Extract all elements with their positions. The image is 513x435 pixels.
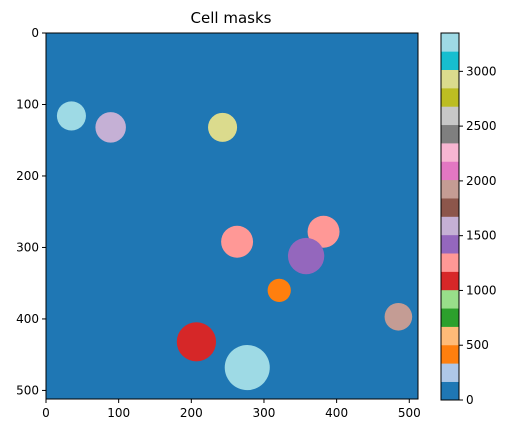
colorbar-segment: [441, 106, 459, 126]
colorbar-segment: [441, 326, 459, 346]
colorbar-tick-label: 3000: [466, 64, 497, 78]
colorbar-segment: [441, 381, 459, 401]
y-tick-label: 200: [16, 169, 39, 183]
y-tick-label: 0: [31, 26, 39, 40]
y-tick-label: 500: [16, 383, 39, 397]
chart-title: Cell masks: [191, 9, 272, 27]
y-tick-label: 100: [16, 97, 39, 111]
x-axis: 0 100 200 300 400 500: [42, 399, 421, 420]
colorbar-segment: [441, 344, 459, 364]
colorbar-segment: [441, 143, 459, 162]
colorbar-segment: [441, 198, 459, 217]
y-tick-label: 400: [16, 312, 39, 326]
cell-masks: [56, 101, 413, 391]
y-tick-label: 300: [16, 240, 39, 254]
colorbar-tick-label: 0: [466, 393, 474, 407]
colorbar-segment: [441, 253, 459, 272]
cell-mask-2: [95, 112, 126, 143]
x-tick-label: 400: [325, 406, 348, 420]
colorbar-tick-label: 1000: [466, 283, 497, 297]
x-tick-label: 500: [398, 406, 421, 420]
colorbar-segment: [441, 124, 459, 144]
colorbar-frame: [440, 32, 460, 401]
colorbar-segment: [441, 234, 459, 254]
x-tick-label: 100: [107, 406, 130, 420]
cell-mask-4: [221, 225, 254, 258]
colorbar-tick-label: 500: [466, 338, 489, 352]
cell-mask-7: [267, 278, 291, 302]
plot-frame: [45, 32, 419, 400]
cell-mask-3: [208, 112, 238, 142]
plot-area: [45, 32, 419, 400]
cell-mask-10: [224, 345, 270, 391]
cell-mask-8: [384, 302, 413, 331]
colorbar-segment: [441, 51, 459, 70]
colorbar-segment: [441, 363, 459, 382]
x-tick-label: 0: [42, 406, 50, 420]
colorbar-segment: [441, 161, 459, 181]
colorbar: 0 500 1000 1500 2000 2500 3000: [440, 32, 497, 407]
colorbar-tick-label: 2500: [466, 119, 497, 133]
x-tick-label: 300: [253, 406, 276, 420]
colorbar-segment: [441, 33, 459, 52]
colorbar-segment: [441, 289, 459, 309]
y-axis: 0 100 200 300 400 500: [16, 26, 46, 397]
colorbar-tick-label: 2000: [466, 174, 497, 188]
colorbar-segment: [441, 271, 459, 291]
cell-mask-5: [307, 215, 340, 248]
cell-mask-6: [287, 237, 325, 275]
cell-mask-1: [56, 101, 86, 131]
colorbar-segment: [441, 308, 459, 327]
colorbar-segment: [441, 88, 459, 107]
colorbar-segment: [441, 69, 459, 89]
colorbar-segment: [441, 179, 459, 199]
colorbar-segment: [441, 216, 459, 236]
cell-mask-9: [176, 322, 217, 362]
colorbar-tick-label: 1500: [466, 229, 497, 243]
mask-background: [46, 33, 418, 399]
x-tick-label: 200: [180, 406, 203, 420]
